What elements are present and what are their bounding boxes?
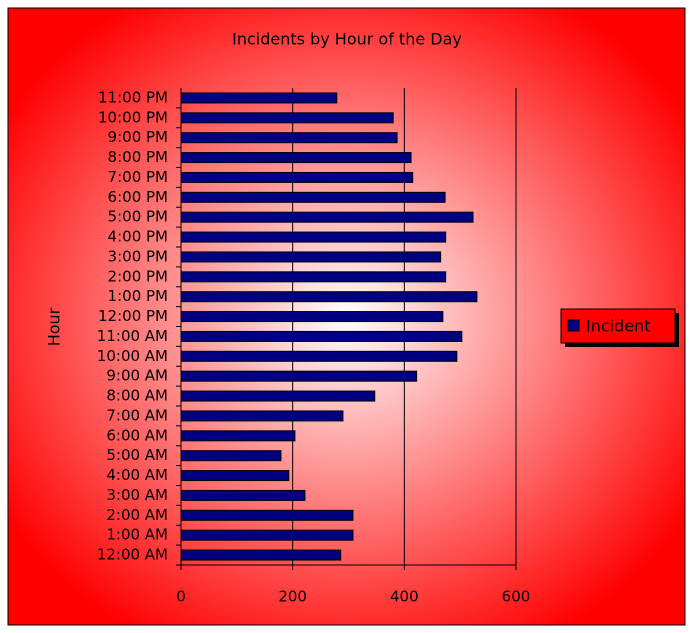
bar <box>180 152 412 164</box>
bar <box>180 330 463 342</box>
y-tick-label: 3:00 PM <box>108 247 168 265</box>
y-tick-label: 3:00 AM <box>106 486 168 504</box>
y-tick-label: 8:00 AM <box>106 387 168 405</box>
y-tick-label: 9:00 AM <box>106 367 168 385</box>
y-tick-label: 4:00 PM <box>108 228 168 246</box>
y-tick-label: 5:00 PM <box>108 208 168 226</box>
y-tick-label: 4:00 AM <box>106 466 168 484</box>
x-tick-label: 0 <box>176 588 186 606</box>
x-tick-label: 200 <box>278 588 307 606</box>
bar <box>180 370 418 382</box>
bar <box>180 132 398 144</box>
bar <box>180 171 414 183</box>
y-tick-label: 7:00 PM <box>108 168 168 186</box>
bar <box>180 430 296 442</box>
y-tick-label: 10:00 PM <box>98 108 168 126</box>
y-tick-label: 11:00 AM <box>97 327 168 345</box>
bar <box>180 251 442 263</box>
legend <box>560 308 676 344</box>
y-tick-label: 11:00 PM <box>98 88 168 106</box>
y-tick-label: 12:00 AM <box>97 546 168 564</box>
bar <box>180 470 290 482</box>
y-tick-label: 9:00 PM <box>108 128 168 146</box>
y-tick-label: 1:00 PM <box>108 287 168 305</box>
bar <box>180 410 344 422</box>
bar <box>180 191 446 203</box>
bar <box>180 92 338 104</box>
bar <box>180 489 306 501</box>
chart-title: Incidents by Hour of the Day <box>232 30 462 49</box>
y-tick-label: 2:00 AM <box>106 506 168 524</box>
y-tick-label: 2:00 PM <box>108 267 168 285</box>
y-tick-label: 10:00 AM <box>97 347 168 365</box>
y-tick-label: 1:00 AM <box>106 526 168 544</box>
y-tick-label: 8:00 PM <box>108 148 168 166</box>
y-tick-label: 6:00 PM <box>108 188 168 206</box>
bar <box>180 311 444 323</box>
bar <box>180 291 478 303</box>
y-tick-label: 5:00 AM <box>106 446 168 464</box>
y-tick-label: 7:00 AM <box>106 406 168 424</box>
bar <box>180 112 394 124</box>
bar <box>180 231 447 243</box>
bar <box>180 211 474 223</box>
x-tick-label: 400 <box>390 588 419 606</box>
y-axis-title: Hour <box>45 307 64 346</box>
bar <box>180 509 354 521</box>
legend-swatch <box>567 319 580 332</box>
y-tick-label: 12:00 PM <box>98 307 168 325</box>
x-tick-label: 600 <box>502 588 531 606</box>
bar <box>180 529 354 541</box>
bar <box>180 350 458 362</box>
legend-label: Incident <box>586 317 651 336</box>
bar <box>180 271 447 283</box>
y-tick-label: 6:00 AM <box>106 426 168 444</box>
bar <box>180 390 376 402</box>
bar <box>180 450 282 462</box>
bar <box>180 549 342 561</box>
